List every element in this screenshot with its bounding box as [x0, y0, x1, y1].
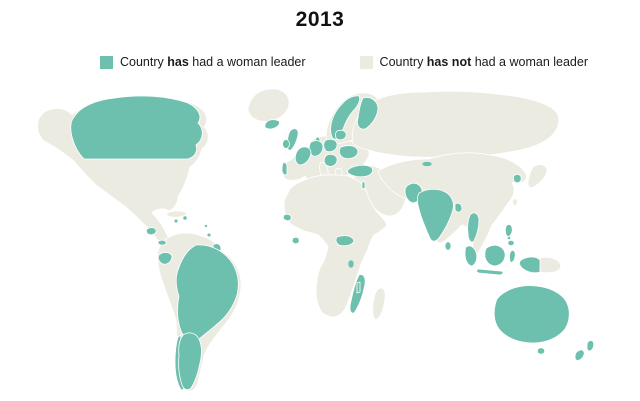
country-ireland — [282, 139, 290, 149]
country-israel — [361, 181, 366, 190]
country-indonesia-sulawesi — [508, 249, 516, 263]
legend-swatch-has — [100, 55, 113, 69]
country-indonesia-sumatra — [464, 245, 478, 267]
country-new-zealand-south — [574, 349, 585, 361]
country-jamaica — [173, 218, 178, 223]
country-panama — [157, 239, 167, 246]
chart-title: 2013 — [295, 8, 345, 31]
country-tasmania — [537, 347, 545, 355]
country-portugal — [281, 162, 288, 176]
region-cuba — [165, 210, 188, 218]
region-taiwan — [512, 198, 518, 206]
country-baltics — [334, 129, 347, 141]
legend-label-has-not: Country has not had a woman leader — [379, 55, 588, 69]
country-south-korea — [512, 173, 522, 184]
country-argentina — [178, 332, 202, 391]
country-haiti — [182, 215, 188, 221]
country-liberia — [291, 236, 300, 245]
country-australia — [493, 285, 570, 344]
country-balkans — [323, 153, 338, 167]
legend-item-has: Country has had a woman leader — [100, 55, 306, 69]
country-philippines-mindanao — [507, 240, 515, 246]
country-ecuador — [157, 252, 173, 265]
country-turkey — [347, 164, 374, 178]
country-poland — [323, 138, 338, 153]
country-mozambique — [349, 274, 366, 314]
region-greenland — [247, 88, 290, 122]
region-russia — [351, 90, 560, 158]
country-ukraine — [338, 145, 359, 159]
legend-label-has: Country has had a woman leader — [120, 55, 306, 69]
country-finland — [357, 97, 379, 130]
legend: Country has had a woman leader Country h… — [100, 55, 588, 69]
country-india — [417, 188, 454, 242]
country-senegal — [282, 213, 292, 222]
country-philippines-luzon — [504, 224, 513, 237]
country-indonesia-borneo — [484, 244, 506, 267]
country-bangladesh — [454, 202, 463, 213]
country-dominica — [204, 224, 208, 228]
country-france — [294, 146, 312, 166]
region-africa — [283, 174, 388, 318]
legend-item-has-not: Country has not had a woman leader — [359, 55, 588, 69]
country-central-african-republic — [335, 235, 355, 247]
country-burundi — [347, 259, 355, 269]
country-brazil — [175, 244, 239, 342]
country-thailand — [467, 212, 480, 243]
country-kyrgyzstan — [421, 161, 433, 167]
country-trinidad — [206, 232, 211, 237]
region-madagascar — [372, 287, 386, 321]
legend-swatch-has-not — [359, 55, 373, 69]
world-map — [37, 88, 595, 392]
country-indonesia-java — [476, 268, 504, 276]
country-malawi — [356, 281, 361, 294]
country-new-zealand-north — [586, 340, 595, 352]
region-japan — [527, 164, 548, 188]
country-iceland — [264, 119, 280, 130]
country-canada — [70, 95, 203, 160]
region-papua-new-guinea — [539, 256, 562, 274]
region-greece — [334, 167, 343, 177]
country-sri-lanka — [445, 241, 452, 251]
country-indonesia-west-papua — [519, 256, 541, 274]
country-philippines-visayas — [507, 236, 511, 240]
country-nicaragua — [145, 227, 157, 236]
